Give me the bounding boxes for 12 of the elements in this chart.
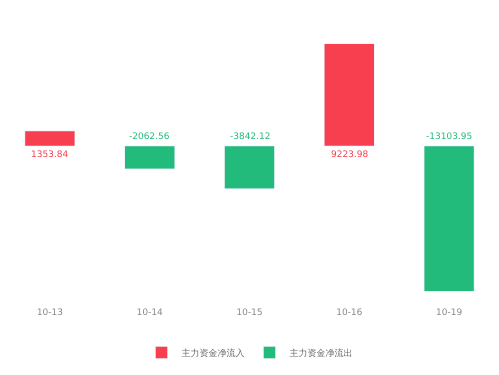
x-tick-label: 10-13 [36,308,63,318]
x-tick-label: 10-19 [436,308,462,318]
x-tick-label: 10-15 [236,308,263,318]
data-label: -2062.56 [129,132,170,142]
x-tick-label: 10-16 [336,308,363,318]
data-label: -3842.12 [230,132,270,142]
data-label: -13103.95 [426,132,472,142]
data-label: 9223.98 [331,150,368,160]
x-tick-label: 10-14 [136,308,164,318]
legend-label: 主力资金净流出 [290,348,352,360]
legend-label: 主力资金净流入 [182,348,244,360]
data-label: 1353.84 [31,150,68,160]
